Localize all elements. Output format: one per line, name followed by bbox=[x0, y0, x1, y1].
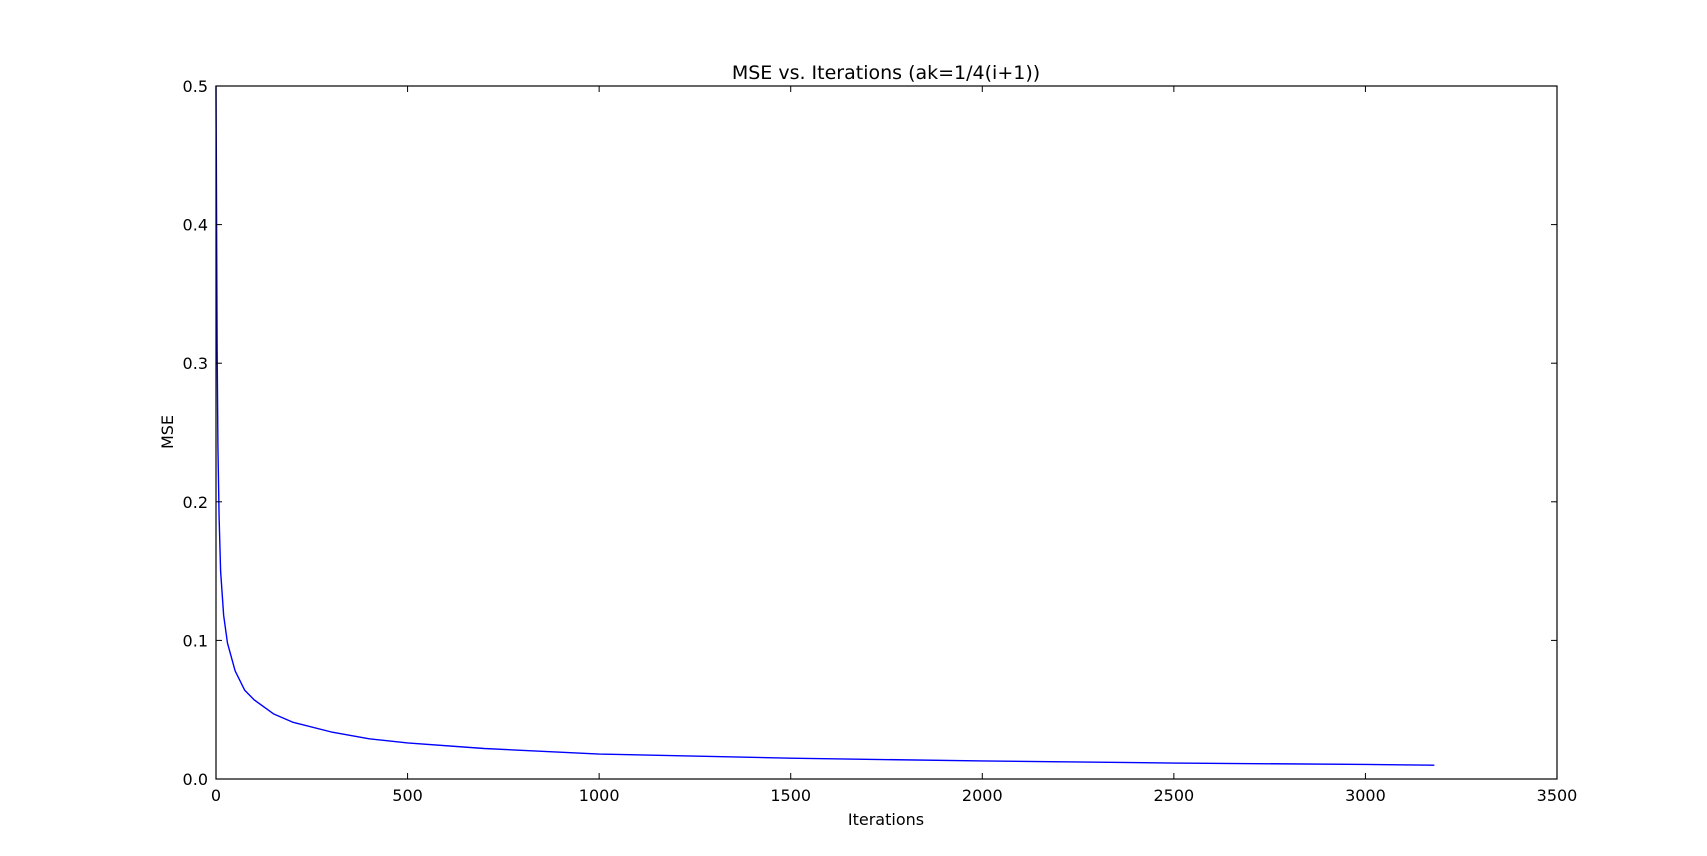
y-tick-label: 0.1 bbox=[183, 631, 208, 650]
x-tick-label: 1000 bbox=[579, 786, 620, 805]
series-line-0 bbox=[215, 85, 1435, 766]
series-layer bbox=[215, 85, 1435, 766]
chart-title: MSE vs. Iterations (ak=1/4(i+1)) bbox=[732, 62, 1040, 84]
y-tick-label: 0.5 bbox=[183, 77, 208, 96]
plot-area bbox=[216, 86, 1557, 779]
ticks-layer: 0 500 1000 1500 2000 2500 3000 3500 0.0 0.1 0.2 0.3… bbox=[183, 77, 1578, 805]
y-tick-label: 0.3 bbox=[183, 354, 208, 373]
x-tick-label: 1500 bbox=[770, 786, 811, 805]
x-tick-label: 2000 bbox=[962, 786, 1003, 805]
x-tick-label: 0 bbox=[211, 786, 221, 805]
y-axis-label: MSE bbox=[158, 415, 177, 449]
x-axis-label: Iterations bbox=[848, 810, 924, 829]
y-tick-label: 0.2 bbox=[183, 493, 208, 512]
x-tick-label: 3000 bbox=[1345, 786, 1386, 805]
x-tick-label: 500 bbox=[392, 786, 423, 805]
y-tick-label: 0.4 bbox=[183, 216, 208, 235]
y-tick-label: 0.0 bbox=[183, 770, 208, 789]
plot-frame bbox=[215, 85, 1558, 780]
x-tick-label: 3500 bbox=[1537, 786, 1578, 805]
x-tick-label: 2500 bbox=[1153, 786, 1194, 805]
